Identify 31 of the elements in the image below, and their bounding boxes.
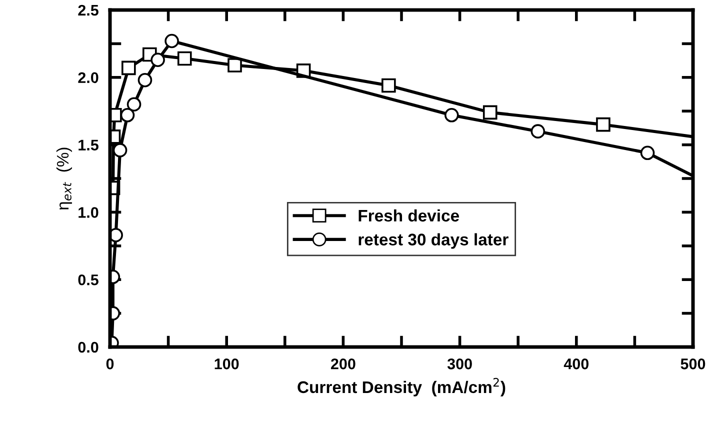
y-tick-label: 2.0	[78, 72, 98, 84]
legend-label: Fresh device	[358, 209, 459, 222]
point	[596, 117, 610, 132]
x-tick-label: 400	[564, 358, 589, 370]
x-tick-label: 300	[447, 358, 472, 370]
point	[138, 72, 152, 88]
point	[382, 78, 396, 93]
x-tick-label: 500	[680, 358, 706, 370]
point	[150, 52, 165, 68]
y-tick-label: 1.0	[78, 207, 98, 218]
x-tick-label: 100	[214, 358, 239, 370]
point	[112, 143, 128, 158]
point	[640, 146, 655, 160]
x-axis-title: Current Density (mA/cm$^{2}$)	[298, 378, 506, 396]
x-tick-label: 200	[330, 358, 356, 370]
point	[122, 60, 136, 76]
point	[530, 124, 546, 138]
y-tick-label: 2.5	[78, 4, 98, 16]
point	[126, 97, 142, 112]
y-tick-label: 0.5	[78, 274, 98, 286]
y-axis-title: η$_{ext}$ (%)	[56, 148, 72, 210]
point	[444, 108, 459, 122]
point	[177, 51, 192, 66]
point	[120, 108, 135, 122]
point	[482, 105, 498, 120]
point	[164, 34, 179, 48]
x-tick-label: 0	[106, 358, 114, 370]
y-tick-label: 0.0	[78, 342, 98, 353]
y-tick-label: 1.5	[78, 140, 98, 150]
point	[228, 58, 242, 72]
legend-label: retest 30 days later	[358, 233, 508, 249]
